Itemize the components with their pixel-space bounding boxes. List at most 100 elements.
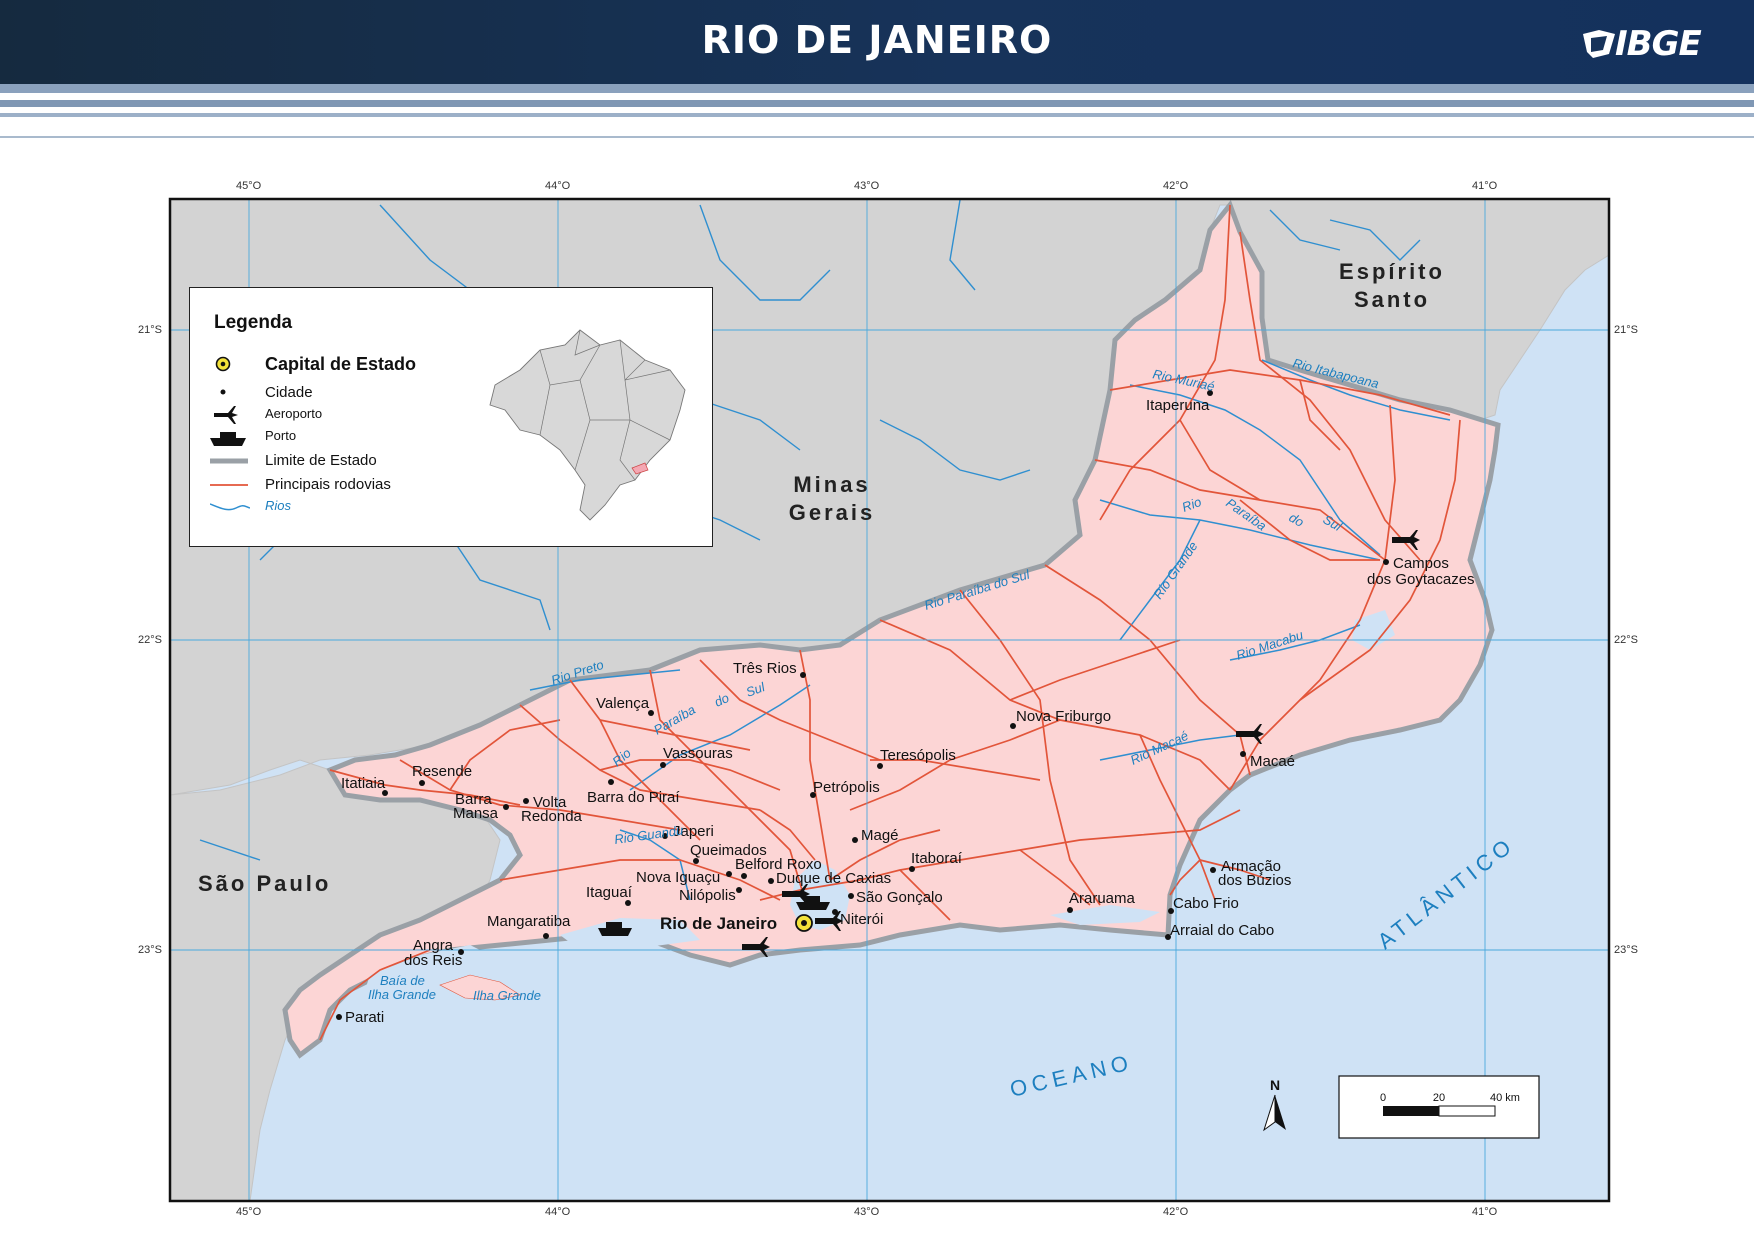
scale-tick-label: 20 [1433, 1092, 1445, 1104]
lat-label-left: 22°S [138, 634, 162, 646]
city-label: dos Búzios [1218, 872, 1291, 889]
city-label: Resende [412, 763, 472, 780]
city-label: Araruama [1069, 890, 1136, 907]
river-label: do [1287, 510, 1307, 530]
brazil-inset-map [489, 329, 686, 521]
ship-icon [598, 922, 632, 936]
ilha-grande-island [439, 974, 521, 1001]
araruama-lagoon [1050, 905, 1160, 925]
city-dot-icon [419, 780, 425, 786]
city-label: Valença [596, 695, 650, 712]
scale-bar-segment [1383, 1106, 1439, 1116]
lon-label-top: 45°O [236, 180, 262, 192]
city-dot-icon [832, 909, 838, 915]
city-dot-icon [458, 949, 464, 955]
city-label: Itatiaia [341, 775, 386, 792]
map-legend: Legenda Capital de Estado Cidade Aeropor… [189, 287, 713, 547]
city-labels: Itaperuna Campos dos Goytacazes Três Rio… [341, 397, 1475, 1026]
airplane-icon [742, 937, 770, 957]
river-line-icon [210, 503, 250, 511]
city-dot-icon [336, 1014, 342, 1020]
city-label: dos Reis [404, 952, 462, 969]
north-arrow-icon [1275, 1095, 1286, 1130]
city-dot-icon [736, 887, 742, 893]
river-label: Ilha Grande [368, 987, 436, 1002]
city-dot-icon [1165, 934, 1171, 940]
lat-label-left: 21°S [138, 324, 162, 336]
city-label: Cabo Frio [1173, 895, 1239, 912]
city-dot-icon [852, 837, 858, 843]
legend-label: Rios [265, 498, 292, 513]
legend-label: Porto [265, 428, 297, 443]
roads-network [319, 204, 1461, 1041]
lon-label-top: 43°O [854, 180, 880, 192]
city-label: Nilópolis [679, 887, 736, 904]
city-dot-icon [909, 866, 915, 872]
lon-label-bottom: 45°O [236, 1206, 262, 1218]
river-label: Ilha Grande [473, 988, 541, 1003]
city-dot-icon [1067, 907, 1073, 913]
capital-label: Rio de Janeiro [660, 914, 777, 933]
lon-label-bottom: 44°O [545, 1206, 571, 1218]
city-label: Petrópolis [813, 779, 880, 796]
city-label: Mansa [453, 805, 499, 822]
city-label: Nova Iguaçu [636, 869, 720, 886]
airplane-icon [815, 911, 843, 931]
ibge-logo-text: IBGE [1615, 24, 1702, 64]
airplane-icon [214, 406, 238, 424]
city-label: Vassouras [663, 745, 733, 762]
city-label: Teresópolis [880, 747, 956, 764]
city-dot-icon [503, 804, 509, 810]
header-stripe-2 [0, 100, 1754, 107]
ilha-grande-bay [360, 945, 500, 1010]
city-label: Volta [533, 794, 567, 811]
legend-title: Legenda [214, 312, 293, 333]
ports [598, 896, 830, 936]
page-title: RIO DE JANEIRO [701, 18, 1053, 62]
city-dot-icon [625, 900, 631, 906]
river-label: Sul [744, 679, 768, 700]
state-area [282, 199, 1501, 1059]
legend-label: Limite de Estado [265, 452, 377, 469]
city-label: Queimados [690, 842, 767, 859]
legend-label: Principais rodovias [265, 476, 391, 493]
header-stripe-1 [0, 84, 1754, 93]
city-dot-icon [741, 873, 747, 879]
header-stripe-4 [0, 136, 1754, 138]
road-line-icon [210, 484, 248, 486]
region-label-espirito: Santo [1354, 287, 1430, 312]
city-dot-icon [662, 833, 668, 839]
region-label-minas: Minas [793, 472, 870, 497]
city-label: São Gonçalo [856, 889, 943, 906]
city-label: Parati [345, 1009, 384, 1026]
river-label: do [712, 690, 731, 710]
lat-label-right: 22°S [1614, 634, 1638, 646]
city-dot-icon [877, 763, 883, 769]
capital-icon [215, 356, 231, 372]
city-label: Itaguaí [586, 884, 633, 901]
city-label: Angra [413, 937, 454, 954]
lat-label-right: 23°S [1614, 944, 1638, 956]
lon-label-top: 41°O [1472, 180, 1498, 192]
city-dot-icon [726, 871, 732, 877]
city-dot-icon [1383, 559, 1389, 565]
city-label: Japeri [673, 823, 714, 840]
city-dot-icon [1210, 867, 1216, 873]
city-dot-icon [382, 790, 388, 796]
city-label: Belford Roxo [735, 856, 822, 873]
city-label: Barra do Piraí [587, 789, 680, 806]
lon-label-top: 42°O [1163, 180, 1189, 192]
legend-label: Cidade [265, 384, 313, 401]
lat-label-left: 23°S [138, 944, 162, 956]
city-label: Redonda [521, 808, 583, 825]
city-dot-icon [608, 779, 614, 785]
scale-tick-label: 0 [1380, 1092, 1386, 1104]
city-label: Magé [861, 827, 899, 844]
city-dot-icon [1240, 751, 1246, 757]
city-label: Mangaratiba [487, 913, 571, 930]
lon-label-bottom: 41°O [1472, 1206, 1498, 1218]
capital-icon-center [801, 920, 807, 926]
city-dot-icon [648, 710, 654, 716]
lon-label-bottom: 42°O [1163, 1206, 1189, 1218]
